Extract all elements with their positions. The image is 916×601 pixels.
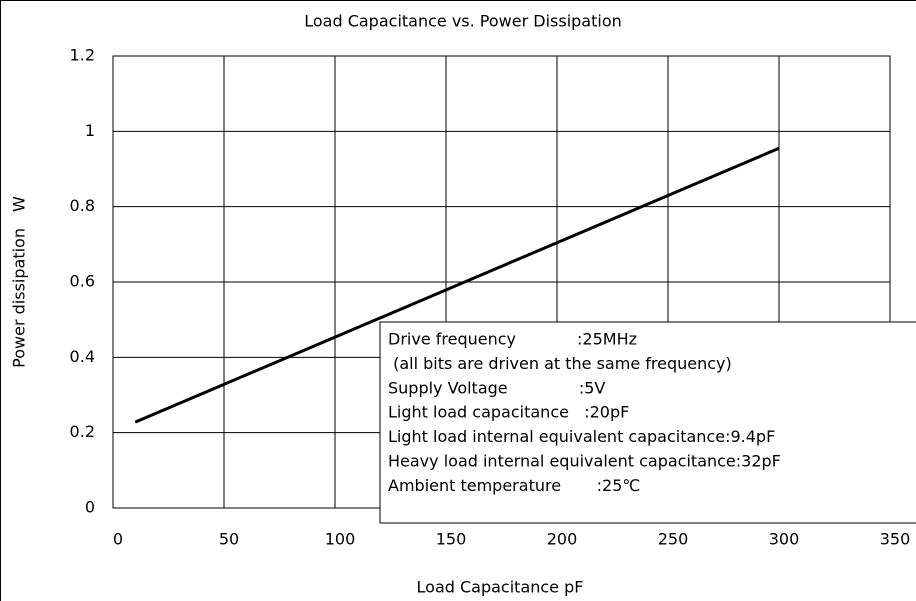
annotation-text: Light load capacitance :20pF xyxy=(388,403,629,422)
y-axis-label: Power dissipation W xyxy=(10,196,29,368)
x-tick-label: 250 xyxy=(658,530,689,549)
y-tick-label: 0.2 xyxy=(70,422,95,441)
x-tick-label: 150 xyxy=(436,530,467,549)
annotation-text: Supply Voltage :5V xyxy=(388,378,605,397)
annotation-text: Ambient temperature :25℃ xyxy=(388,476,640,495)
x-tick-label: 200 xyxy=(547,530,578,549)
x-tick-label: 100 xyxy=(325,530,356,549)
annotation-box xyxy=(379,321,916,524)
y-tick-label: 0.4 xyxy=(70,347,95,366)
y-tick-label: 0 xyxy=(85,498,95,517)
annotation-text: Light load internal equivalent capacitan… xyxy=(388,427,775,446)
annotation-text: (all bits are driven at the same frequen… xyxy=(388,354,732,373)
y-tick-label: 1.2 xyxy=(70,46,95,65)
data-line xyxy=(134,146,780,424)
y-tick-label: 1 xyxy=(85,121,95,140)
x-tick-label: 350 xyxy=(880,530,911,549)
x-tick-label: 50 xyxy=(219,530,239,549)
y-tick-label: 0.6 xyxy=(70,272,95,291)
x-tick-label: 300 xyxy=(769,530,800,549)
chart-title: Load Capacitance vs. Power Dissipation xyxy=(304,12,622,31)
y-tick-label: 0.8 xyxy=(70,196,95,215)
annotation-text: Drive frequency :25MHz xyxy=(388,330,637,349)
x-axis-label: Load Capacitance pF xyxy=(417,578,584,597)
annotation-text: Heavy load internal equivalent capacitan… xyxy=(388,452,781,471)
x-tick-label: 0 xyxy=(113,530,123,549)
